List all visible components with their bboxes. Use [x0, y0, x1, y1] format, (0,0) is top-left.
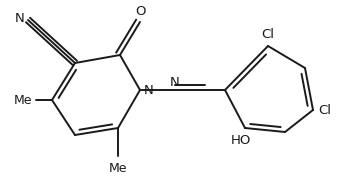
Text: Cl: Cl	[262, 28, 274, 41]
Text: Cl: Cl	[318, 103, 331, 117]
Text: HO: HO	[231, 134, 251, 147]
Text: O: O	[135, 5, 145, 18]
Text: N: N	[170, 76, 180, 89]
Text: Me: Me	[13, 93, 32, 107]
Text: Me: Me	[109, 162, 127, 175]
Text: N: N	[144, 83, 154, 97]
Text: N: N	[14, 11, 24, 24]
